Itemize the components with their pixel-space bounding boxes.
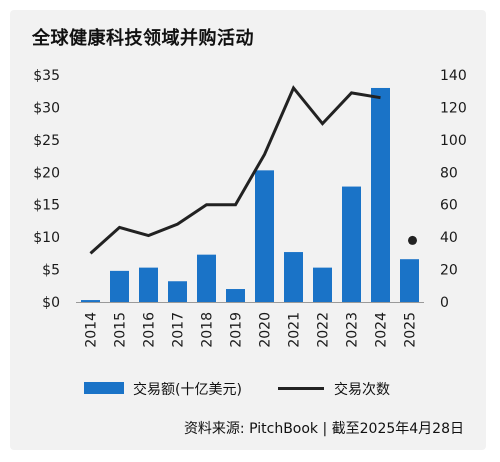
legend-label-bar: 交易额(十亿美元)	[133, 382, 242, 398]
right-tick-label: 140	[440, 68, 467, 84]
right-tick-label: 80	[440, 165, 458, 181]
bar	[313, 267, 332, 302]
right-tick-label: 20	[440, 263, 458, 279]
x-tick-label: 2016	[142, 312, 158, 348]
line-series	[89, 85, 417, 255]
bar	[81, 300, 100, 302]
x-tick-label: 2022	[316, 312, 332, 348]
left-tick-label: $15	[33, 198, 60, 214]
x-tick-label: 2023	[345, 312, 361, 348]
left-tick-label: $35	[33, 68, 60, 84]
left-tick-label: $5	[42, 263, 60, 279]
line-point	[408, 235, 417, 245]
bar	[139, 267, 158, 302]
right-tick-label: 100	[440, 133, 467, 149]
left-tick-label: $0	[42, 295, 60, 311]
legend-swatch-line	[278, 387, 324, 390]
legend: 交易额(十亿美元) 交易次数	[0, 378, 500, 398]
right-axis: 0 20 40 60 80 100 120 140	[440, 68, 467, 311]
x-tick-label: 2018	[200, 312, 216, 348]
bar	[400, 259, 419, 302]
bar	[226, 289, 245, 302]
bar	[110, 270, 129, 302]
bar	[197, 254, 216, 302]
left-tick-label: $10	[33, 230, 60, 246]
x-tick-label: 2024	[374, 312, 390, 348]
right-tick-label: 40	[440, 230, 458, 246]
x-tick-label: 2025	[403, 312, 419, 348]
chart-card	[10, 10, 486, 450]
x-tick-label: 2015	[113, 312, 129, 348]
x-tick-label: 2020	[258, 312, 274, 348]
bar-series	[81, 87, 419, 302]
right-tick-label: 60	[440, 198, 458, 214]
x-axis: 2014 2015 2016 2017 2018 2019 2020 2021 2022 2023…	[84, 312, 419, 348]
x-tick-label: 2019	[229, 312, 245, 348]
line-path	[89, 85, 381, 255]
bar	[284, 252, 303, 302]
chart-title: 全球健康科技领域并购活动	[32, 28, 254, 49]
x-tick-label: 2014	[84, 312, 100, 348]
left-tick-label: $30	[33, 100, 60, 116]
left-tick-label: $25	[33, 133, 60, 149]
bar	[168, 281, 187, 302]
bar	[342, 186, 361, 302]
bar	[255, 170, 274, 302]
right-tick-label: 120	[440, 100, 467, 116]
x-tick-label: 2017	[171, 312, 187, 348]
left-axis: $0 $5 $10 $15 $20 $25 $30 $35	[33, 68, 60, 311]
bar	[371, 87, 390, 302]
x-tick-label: 2021	[287, 312, 303, 348]
right-tick-label: 0	[440, 295, 449, 311]
legend-swatch-bar	[84, 382, 124, 394]
legend-label-line: 交易次数	[334, 382, 390, 398]
left-tick-label: $20	[33, 165, 60, 181]
source-note: 资料来源: PitchBook | 截至2025年4月28日	[183, 421, 464, 437]
